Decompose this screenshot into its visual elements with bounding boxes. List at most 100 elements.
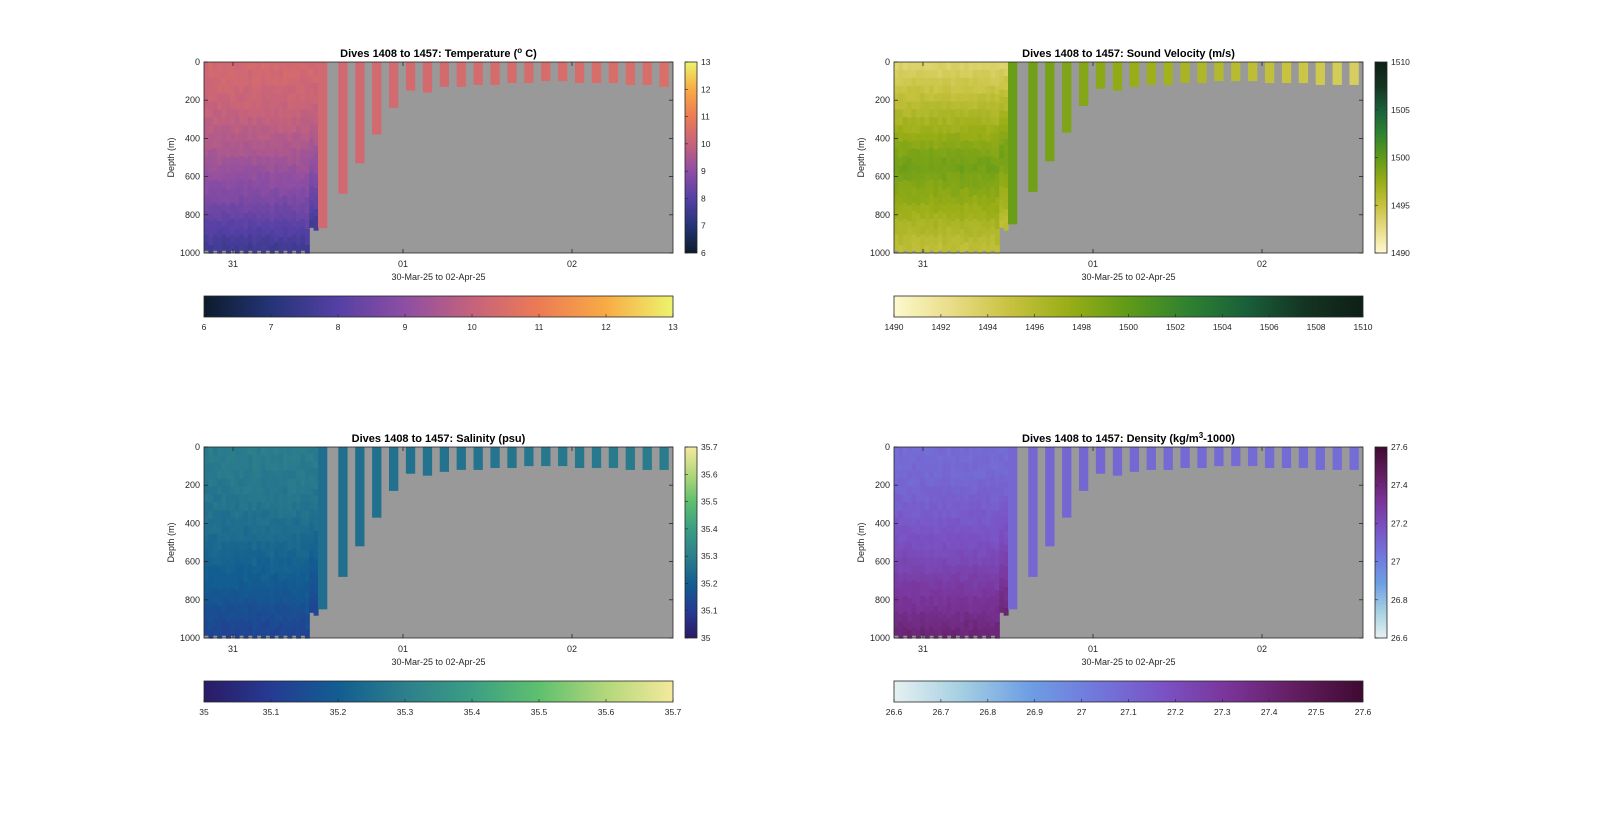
heatmap-cell <box>894 501 899 511</box>
shallow-dive-bars <box>1008 447 1359 610</box>
heatmap-cell <box>208 494 214 504</box>
heatmap-cell <box>287 486 293 496</box>
heatmap-cell <box>933 582 939 591</box>
heatmap-cell <box>212 509 218 519</box>
heatmap-cell <box>274 494 280 503</box>
heatmap-cell <box>999 467 1005 476</box>
heatmap-cell <box>981 627 987 636</box>
heatmap-cell <box>972 124 978 134</box>
heatmap-cell <box>924 197 930 206</box>
heatmap-cell <box>977 526 983 536</box>
heatmap-cell <box>300 234 306 243</box>
heatmap-cell <box>239 588 245 597</box>
heatmap-cell <box>287 133 293 143</box>
heatmap-cell <box>920 234 926 243</box>
heatmap-cell <box>230 163 236 173</box>
heatmap-cell <box>999 460 1005 469</box>
heatmap-cell <box>217 149 223 159</box>
heatmap-cell <box>269 77 275 87</box>
heatmap-cell <box>942 245 948 254</box>
heatmap-cell <box>265 140 271 149</box>
heatmap-cell <box>300 501 306 511</box>
heatmap-cell <box>269 157 275 167</box>
heatmap-cell <box>247 580 253 589</box>
heatmap-cell <box>907 181 913 190</box>
heatmap-cell <box>977 478 983 488</box>
heatmap-cell <box>920 525 926 534</box>
heatmap-cell <box>230 548 236 558</box>
heatmap-cell <box>1003 90 1009 98</box>
heatmap-cell <box>313 559 319 567</box>
heatmap-cell <box>296 85 302 95</box>
shallow-dive-bar <box>318 447 328 610</box>
heatmap-cell <box>313 489 319 497</box>
heatmap-cell <box>291 62 297 71</box>
heatmap-cell <box>977 173 983 182</box>
heatmap-cell <box>225 558 231 567</box>
heatmap-cell <box>999 62 1005 70</box>
heatmap-cell <box>911 509 917 519</box>
heatmap-cell <box>291 234 297 243</box>
heatmap-cell <box>999 89 1005 98</box>
shallow-dive-bar <box>1349 447 1359 470</box>
heatmap-cell <box>937 603 943 613</box>
heatmap-cell <box>920 163 926 173</box>
heatmap-cell <box>898 566 904 575</box>
heatmap-cell <box>972 627 978 636</box>
shallow-dive-bar <box>1079 62 1089 106</box>
heatmap-cell <box>309 68 315 77</box>
heatmap-cell <box>959 229 965 238</box>
heatmap-cell <box>296 181 302 190</box>
heatmap-cell <box>261 566 266 575</box>
heatmap-cell <box>247 69 253 79</box>
heatmap-cell <box>265 517 271 526</box>
heatmap-cell <box>946 501 952 511</box>
heatmap-cell <box>1003 566 1009 574</box>
heatmap-cell <box>208 213 214 222</box>
heatmap-cell <box>217 462 223 472</box>
heatmap-cell <box>894 470 899 479</box>
heatmap-cell <box>265 470 271 479</box>
heatmap-cell <box>217 598 223 607</box>
heatmap-cell <box>212 77 218 87</box>
heatmap-cell <box>911 478 917 487</box>
heatmap-cell <box>243 197 249 206</box>
heatmap-cell <box>300 517 306 526</box>
heatmap-cell <box>309 130 315 139</box>
heatmap-cell <box>313 181 319 189</box>
heatmap-cell <box>946 564 952 574</box>
heatmap-cell <box>902 69 908 79</box>
heatmap-cell <box>955 486 961 495</box>
heatmap-cell <box>296 447 302 456</box>
heatmap-cell <box>265 210 271 220</box>
heatmap-cell <box>304 614 310 623</box>
heatmap-cell <box>278 454 284 464</box>
y-tick-label: 0 <box>885 57 890 67</box>
heatmap-cell <box>977 69 983 79</box>
heatmap-cell <box>990 124 996 134</box>
heatmap-cell <box>937 486 943 495</box>
heatmap-cell <box>894 619 899 628</box>
heatmap-cell <box>282 454 288 464</box>
heatmap-cell <box>265 454 271 464</box>
plot-frame <box>203 61 674 254</box>
heatmap-cell <box>915 157 921 167</box>
shallow-dive-bar <box>1146 447 1156 470</box>
heatmap-cell <box>265 494 271 503</box>
heatmap-cell <box>894 101 899 110</box>
shallow-dive-bar <box>1129 447 1140 472</box>
heatmap-cell <box>287 237 293 246</box>
heatmap-cell <box>256 101 262 110</box>
heatmap-cell <box>217 542 223 552</box>
heatmap-cell <box>915 454 921 464</box>
heatmap-cell <box>902 163 908 173</box>
heatmap-cell <box>304 574 310 583</box>
heatmap-cells <box>894 62 1009 254</box>
heatmap-cell <box>929 85 935 94</box>
heatmap-cell <box>313 454 319 462</box>
heatmap-cell <box>243 205 249 214</box>
heatmap-cell <box>300 470 306 479</box>
shallow-dive-bar <box>1349 62 1359 85</box>
heatmap-cell <box>247 454 253 464</box>
heatmap-cell <box>933 245 939 254</box>
